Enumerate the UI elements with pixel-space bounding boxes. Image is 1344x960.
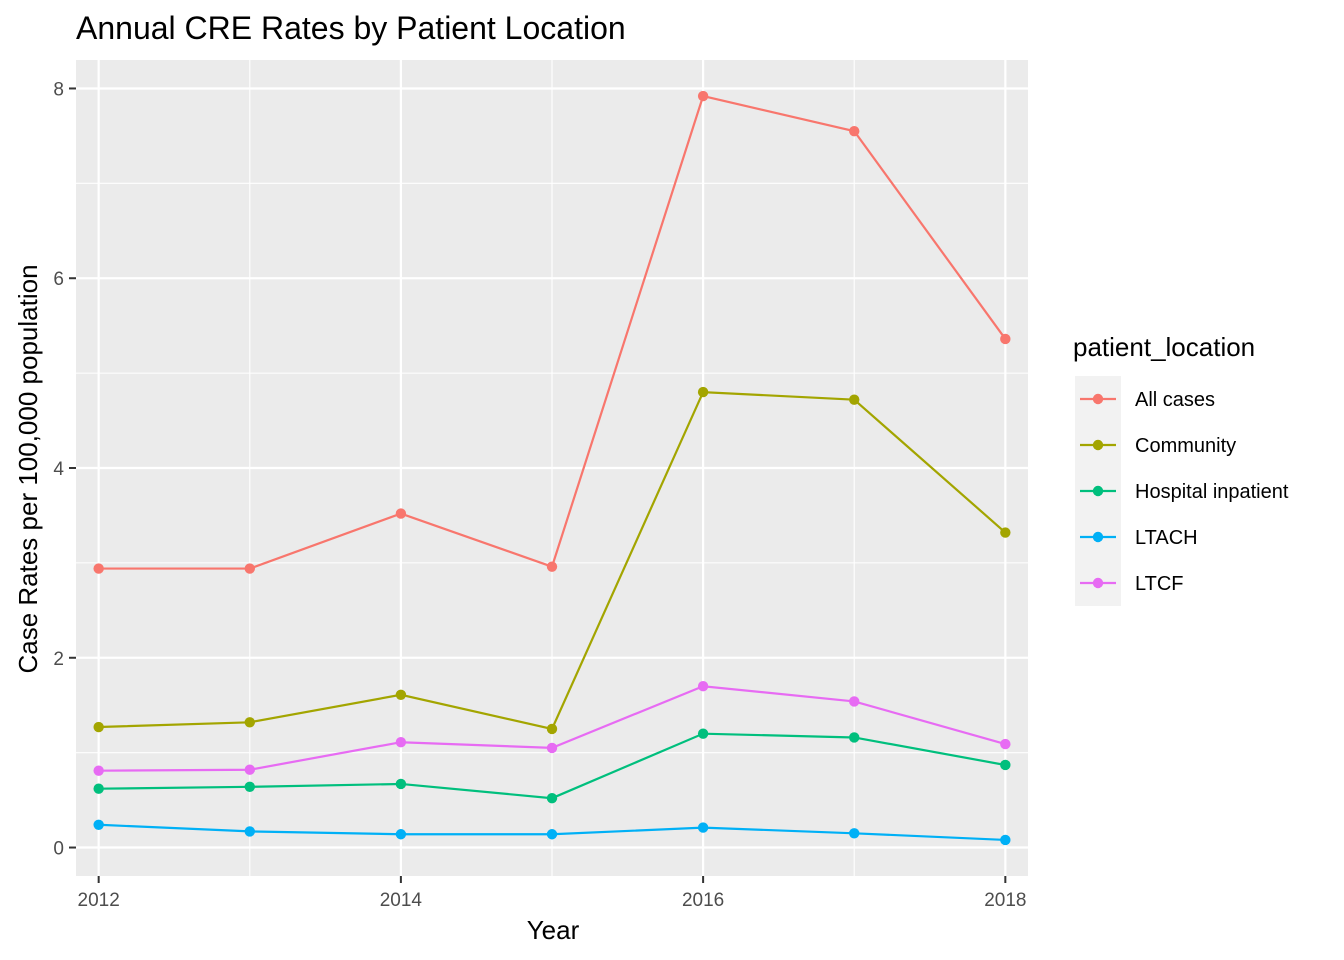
x-tick-label: 2016 — [682, 890, 724, 911]
data-point-community — [395, 689, 407, 700]
data-point-ltcf — [1000, 738, 1011, 750]
axes: 2012 2014 2016 2018 0 2 4 6 8 — [53, 79, 1026, 911]
x-axis-title: Year — [527, 915, 580, 945]
data-point-hospital-inpatient — [697, 728, 709, 739]
data-point-ltach — [546, 829, 558, 840]
data-point-ltach — [849, 828, 860, 839]
data-point-community — [546, 723, 558, 735]
series-community — [93, 386, 1011, 735]
data-point-community — [244, 717, 255, 728]
data-point-community — [1000, 527, 1011, 538]
legend-key-point — [1092, 485, 1104, 497]
x-tick-label: 2014 — [380, 890, 423, 911]
legend-key-point — [1092, 577, 1104, 589]
x-tick-label: 2012 — [78, 890, 120, 911]
data-point-hospital-inpatient — [93, 783, 104, 794]
legend-item-all-cases: All cases — [1080, 389, 1215, 411]
data-point-ltcf — [395, 737, 407, 748]
data-point-all-cases — [849, 125, 860, 137]
legend-item-ltach: LTACH — [1080, 527, 1198, 549]
data-point-ltach — [395, 829, 407, 840]
data-point-hospital-inpatient — [1000, 759, 1011, 771]
data-point-all-cases — [244, 563, 255, 574]
data-point-all-cases — [93, 563, 104, 574]
legend-key-point — [1092, 439, 1104, 451]
data-point-all-cases — [546, 561, 558, 572]
data-point-hospital-inpatient — [546, 792, 558, 804]
legend-label: Hospital inpatient — [1135, 481, 1289, 503]
data-point-ltcf — [849, 696, 860, 707]
y-tick-label: 8 — [53, 79, 64, 100]
data-point-ltcf — [546, 742, 558, 754]
data-point-all-cases — [1000, 333, 1011, 345]
legend-key-point — [1092, 531, 1104, 543]
data-point-hospital-inpatient — [849, 732, 860, 743]
data-point-community — [697, 386, 709, 398]
legend-label: All cases — [1135, 389, 1215, 411]
data-point-community — [93, 721, 104, 733]
data-point-community — [849, 394, 860, 405]
y-tick-label: 0 — [53, 839, 64, 860]
chart-title: Annual CRE Rates by Patient Location — [76, 10, 626, 46]
y-tick-label: 4 — [53, 459, 64, 480]
y-tick-label: 2 — [53, 649, 64, 670]
y-tick-label: 6 — [53, 269, 64, 290]
data-point-ltach — [244, 826, 255, 837]
legend-label: LTCF — [1135, 573, 1184, 595]
y-axis-title: Case Rates per 100,000 population — [13, 264, 43, 673]
legend-item-hospital-inpatient: Hospital inpatient — [1080, 481, 1289, 503]
data-point-hospital-inpatient — [244, 781, 255, 793]
series-all-cases — [93, 90, 1011, 574]
series-hospital-inpatient — [93, 728, 1011, 804]
legend-label: LTACH — [1135, 527, 1198, 549]
legend-item-ltcf: LTCF — [1080, 573, 1184, 595]
series-layer — [93, 90, 1011, 846]
legend: patient_location All cases Community Hospi… — [1073, 332, 1289, 606]
data-point-all-cases — [697, 90, 709, 102]
legend-title: patient_location — [1073, 332, 1255, 362]
legend-item-community: Community — [1080, 435, 1236, 457]
data-point-ltach — [697, 822, 709, 833]
data-point-ltcf — [93, 765, 104, 776]
data-point-hospital-inpatient — [395, 778, 407, 790]
data-point-ltcf — [697, 681, 709, 692]
legend-key-point — [1092, 393, 1104, 405]
data-point-ltcf — [244, 764, 255, 775]
series-ltach — [93, 819, 1011, 846]
data-point-ltach — [93, 819, 104, 830]
data-point-all-cases — [395, 508, 407, 519]
series-ltcf — [93, 681, 1011, 776]
data-point-ltach — [1000, 834, 1011, 846]
x-tick-label: 2018 — [984, 890, 1026, 911]
legend-label: Community — [1135, 435, 1236, 457]
